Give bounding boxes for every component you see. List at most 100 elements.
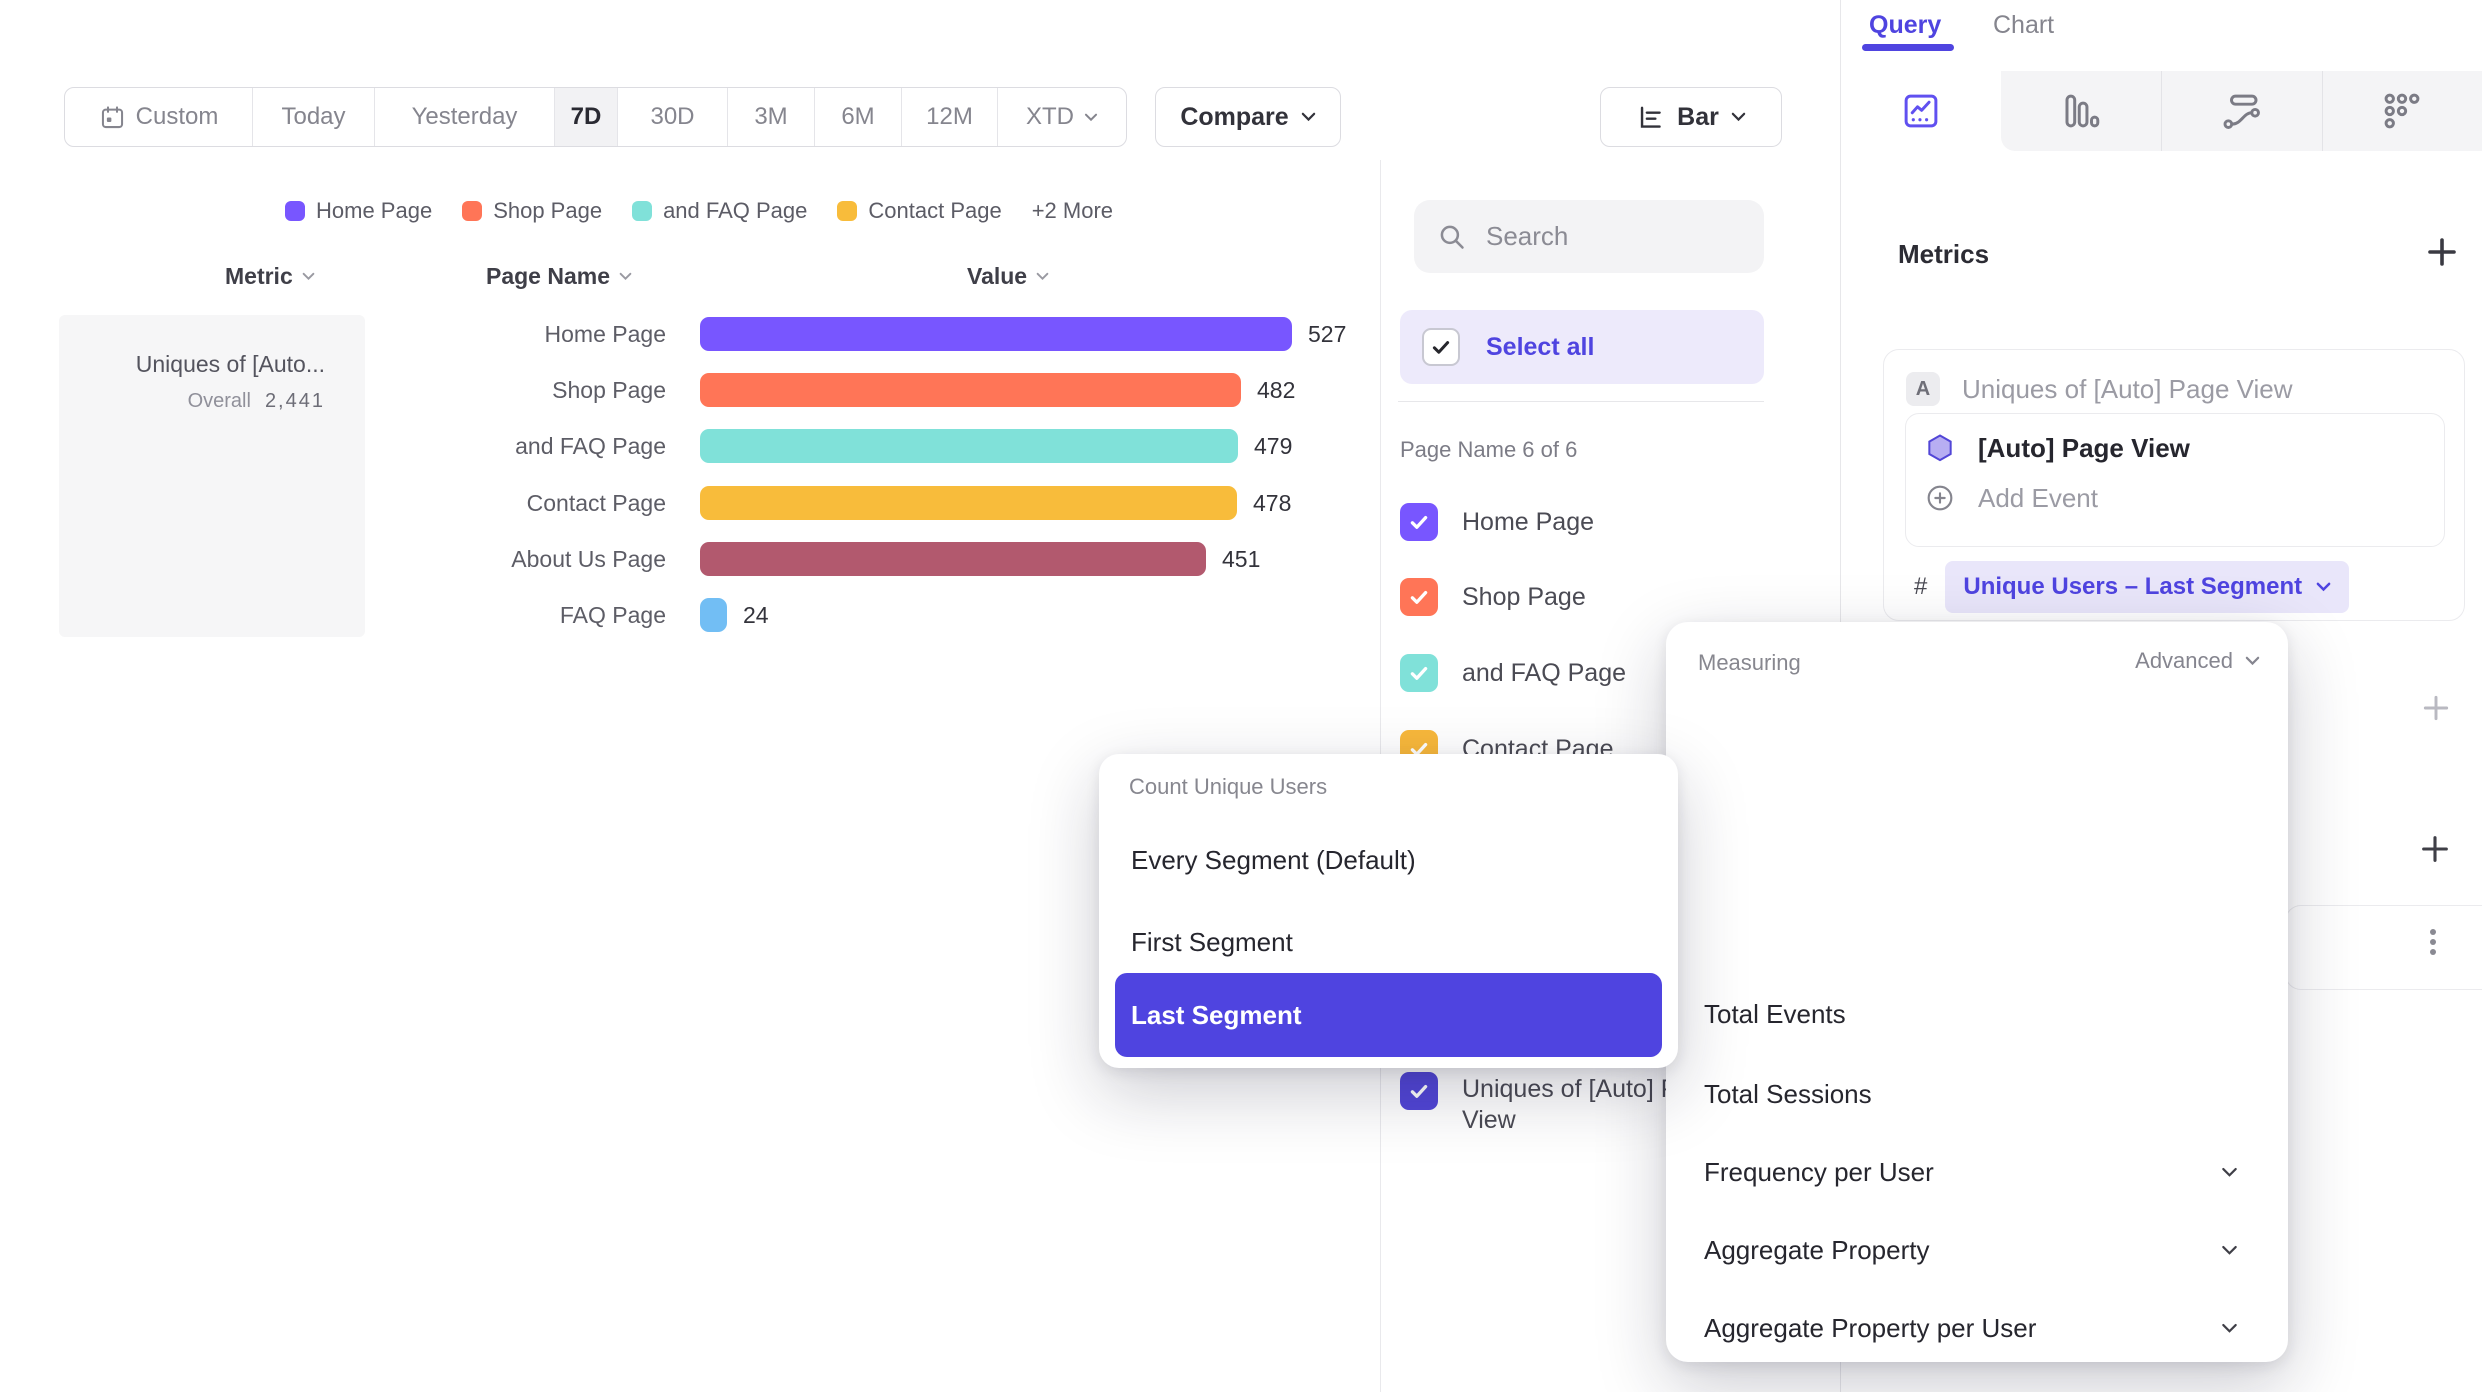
chevron-down-icon [2222,1167,2237,1177]
event-card: [Auto] Page View Add Event [1905,413,2445,547]
chevron-down-icon [2222,1323,2237,1333]
event-name: [Auto] Page View [1978,432,2190,463]
option-last-segment-selected[interactable]: Last Segment [1115,973,1662,1057]
add-breakdown-button[interactable] [2418,832,2452,866]
legend-swatch [285,201,305,221]
chart-type-button[interactable]: Bar [1600,87,1782,147]
add-event-row[interactable]: Add Event [1924,482,2444,514]
measuring-title: Measuring [1698,650,1801,675]
chevron-down-icon [302,272,315,281]
metric-overall: Overall 2,441 [59,390,325,413]
filter-item-and-faq-page[interactable]: and FAQ Page [1400,654,1626,692]
tab-insights-active[interactable] [1841,71,2002,151]
option-first-segment[interactable]: First Segment [1131,914,1651,970]
bar-value-label: 24 [743,601,769,628]
option-aggregate-property-per-user[interactable]: Aggregate Property per User [1704,1299,2254,1357]
checkbox-checked[interactable] [1400,654,1438,692]
chevron-down-icon [1731,112,1746,122]
bar[interactable] [700,486,1237,520]
date-range-label: XTD [1026,103,1074,130]
date-range-3m[interactable]: 3M [727,88,814,146]
tab-funnels[interactable] [2001,71,2162,151]
measuring-popup: Measuring Advanced Unique Users Interval… [1666,622,2288,1362]
filter-item-shop-page[interactable]: Shop Page [1400,578,1586,616]
bar[interactable] [700,542,1206,576]
bar[interactable] [700,429,1238,463]
hash-symbol: # [1914,573,1928,600]
date-range-7d-selected[interactable]: 7D [554,88,617,146]
legend-item[interactable]: Contact Page [837,198,1002,224]
option-aggregate-property[interactable]: Aggregate Property [1704,1221,2254,1279]
check-icon [1410,515,1428,529]
option-every-segment[interactable]: Every Segment (Default) [1131,832,1651,888]
option-label: First Segment [1131,926,1293,957]
checkbox-checked[interactable] [1400,578,1438,616]
bar[interactable] [700,598,727,632]
advanced-toggle[interactable]: Advanced [2135,648,2260,674]
date-range-30d[interactable]: 30D [617,88,727,146]
measurement-pill[interactable]: Unique Users – Last Segment [1945,561,2350,613]
kebab-menu[interactable] [2430,925,2436,959]
date-range-label: 30D [650,103,695,130]
date-range-6m[interactable]: 6M [814,88,901,146]
column-header-value[interactable]: Value [967,263,1049,290]
search-input[interactable] [1484,220,1728,253]
check-icon [1410,666,1428,680]
filter-label: Shop Page [1462,582,1586,611]
date-range-label: 3M [754,103,788,130]
legend-more[interactable]: +2 More [1032,198,1113,224]
chevron-down-icon [1301,112,1315,122]
add-metric-button[interactable] [2424,234,2460,270]
metric-summary-cell[interactable]: Uniques of [Auto... Overall 2,441 [59,315,365,637]
tab-retention[interactable] [2321,71,2482,151]
option-total-sessions[interactable]: Total Sessions [1704,1065,2254,1123]
date-range-today[interactable]: Today [252,88,374,146]
legend-item[interactable]: Shop Page [462,198,602,224]
legend-item[interactable]: and FAQ Page [632,198,807,224]
tab-query[interactable]: Query [1869,11,1942,39]
option-label: Total Events [1704,998,1846,1029]
option-label: Aggregate Property per User [1704,1312,2037,1343]
option-total-events[interactable]: Total Events [1704,985,2254,1043]
metric-card[interactable]: A Uniques of [Auto] Page View [Auto] Pag… [1883,349,2465,621]
tab-chart[interactable]: Chart [1993,11,2055,39]
breakdown-card [2285,905,2482,990]
legend-more-label: +2 More [1031,198,1114,223]
select-all-checkbox[interactable] [1422,328,1460,366]
search-box[interactable] [1414,200,1764,273]
column-header-page-name[interactable]: Page Name [486,263,632,290]
bar-category-label: About Us Page [511,545,666,572]
date-range-custom[interactable]: Custom [65,88,252,146]
legend-item[interactable]: Home Page [285,198,432,224]
date-range-segmented-control: Custom Today Yesterday 7D 30D 3M 6M 12M … [64,87,1127,147]
add-filter-button[interactable] [2420,692,2452,724]
date-range-xtd[interactable]: XTD [997,88,1126,146]
hexagon-event-icon [1928,434,1952,462]
filter-item-home-page[interactable]: Home Page [1400,503,1594,541]
metrics-heading: Metrics [1898,239,1990,269]
checkbox-checked[interactable] [1400,503,1438,541]
checkbox-checked[interactable] [1400,1072,1438,1110]
legend-label: and FAQ Page [663,198,808,223]
metric-card-header: A Uniques of [Auto] Page View [1906,372,2464,406]
bar-row: FAQ Page 24 [380,596,769,634]
date-range-label: 12M [926,103,973,130]
option-label: Total Sessions [1704,1078,1872,1109]
bar-row: Home Page 527 [380,315,1346,353]
event-row[interactable]: [Auto] Page View [1924,432,2444,464]
measurement-label: Unique Users – Last Segment [1963,573,2303,600]
bar[interactable] [700,373,1241,407]
date-range-yesterday[interactable]: Yesterday [374,88,554,146]
select-all-row[interactable]: Select all [1400,310,1764,384]
option-label: Every Segment (Default) [1131,844,1416,875]
date-range-12m[interactable]: 12M [901,88,997,146]
legend-label: Home Page [316,198,433,223]
column-header-metric[interactable]: Metric [225,263,315,290]
add-event-label: Add Event [1978,482,2098,513]
chevron-down-icon [1036,272,1049,281]
filter-group-label: Page Name 6 of 6 [1400,437,1578,462]
compare-button[interactable]: Compare [1155,87,1341,147]
tab-flows[interactable] [2161,71,2322,151]
option-frequency-per-user[interactable]: Frequency per User [1704,1143,2254,1201]
bar[interactable] [700,317,1292,351]
